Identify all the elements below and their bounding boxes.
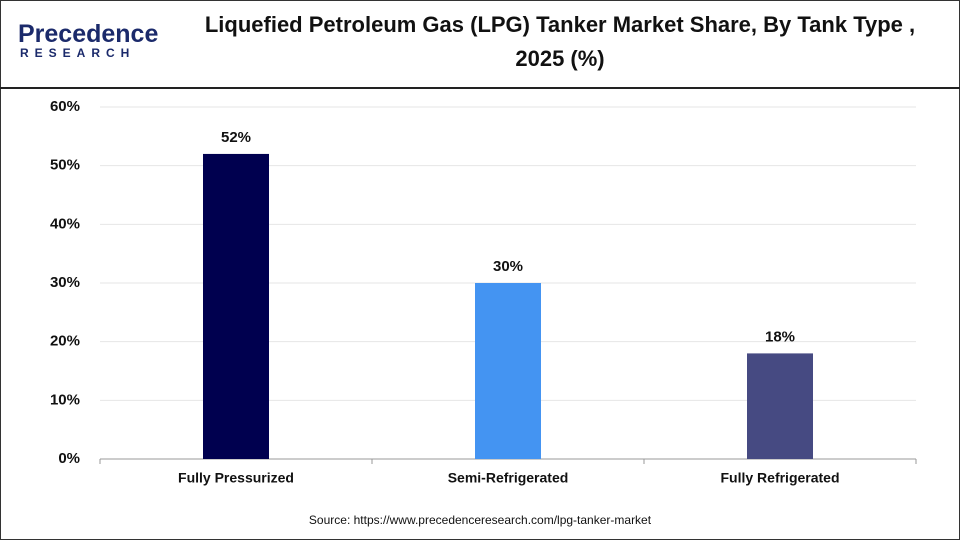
y-tick-label: 10% xyxy=(50,391,80,408)
y-tick-label: 40% xyxy=(50,215,80,232)
y-tick-label: 50% xyxy=(50,157,80,174)
y-tick-label: 30% xyxy=(50,274,80,291)
x-tick-label: Fully Refrigerated xyxy=(720,470,839,486)
value-label: 18% xyxy=(765,328,795,345)
bar xyxy=(475,283,541,459)
bar xyxy=(747,353,813,459)
bar xyxy=(203,153,269,459)
x-tick-label: Fully Pressurized xyxy=(178,470,294,486)
header-rule xyxy=(0,87,960,89)
y-tick-label: 60% xyxy=(50,98,80,115)
value-label: 52% xyxy=(221,129,251,146)
y-tick-label: 0% xyxy=(58,450,80,467)
chart-title: Liquefied Petroleum Gas (LPG) Tanker Mar… xyxy=(204,12,916,71)
y-tick-label: 20% xyxy=(50,333,80,350)
value-label: 30% xyxy=(493,258,523,275)
logo-name: Precedence xyxy=(18,20,159,48)
x-tick-label: Semi-Refrigerated xyxy=(448,470,569,486)
source: Source: https://www.precedenceresearch.c… xyxy=(309,513,652,527)
logo-sub: RESEARCH xyxy=(20,46,136,60)
